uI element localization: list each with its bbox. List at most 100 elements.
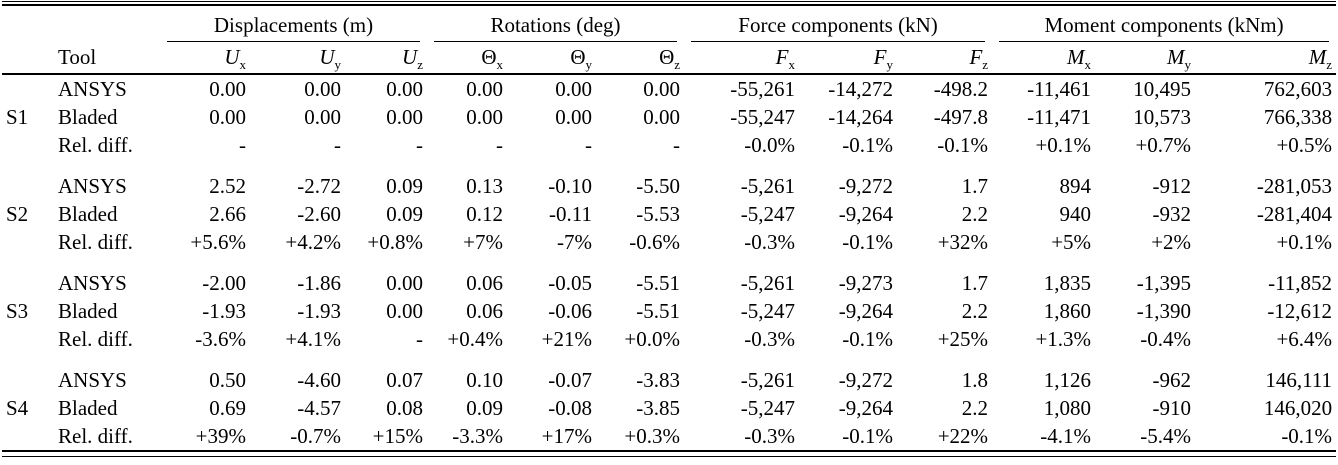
value-cell: -1,395 [1136, 270, 1192, 295]
value-cell: 0.00 [209, 104, 246, 129]
group-header-displacements: Displacements (m) [160, 6, 427, 42]
subscript-x: x [239, 57, 246, 73]
value-cell: -11,852 [1268, 270, 1333, 295]
table-row-s4-2: Rel. diff. +39% -0.7% +15% -3.3% +17% +0.3% -0.… [2, 422, 1336, 450]
tool-cell: ANSYS [58, 76, 127, 101]
value-cell: -0.08 [548, 395, 592, 420]
value-cell: -0.1% [842, 229, 894, 254]
symbol-F: F [873, 45, 887, 69]
value-cell: -0.3% [744, 423, 796, 448]
value-cell: -0.6% [629, 229, 681, 254]
subscript-z: z [1326, 57, 1333, 73]
col-header-fz: Fz [897, 42, 992, 74]
col-header-thetaz: Θz [596, 42, 684, 74]
value-cell: -7% [557, 229, 592, 254]
table-row-s2-2: Rel. diff. +5.6% +4.2% +0.8% +7% -7% -0.6% -0.3… [2, 228, 1336, 256]
value-cell: -0.4% [1140, 326, 1192, 351]
value-cell: 0.06 [466, 298, 503, 323]
value-cell: -14,264 [828, 104, 894, 129]
table-row-s1-2: Rel. diff. - - - - - - -0.0% -0.1% -0.1% +0.1% +0.7… [2, 131, 1336, 159]
tool-cell: Bladed [58, 201, 118, 226]
tool-cell: Rel. diff. [58, 326, 133, 351]
col-header-uz: Uz [345, 42, 427, 74]
value-cell: +7% [463, 229, 503, 254]
value-cell: 0.00 [555, 76, 592, 101]
tool-cell: Rel. diff. [58, 423, 133, 448]
value-cell: - [334, 132, 341, 157]
tool-cell: Rel. diff. [58, 229, 133, 254]
value-cell: 0.09 [466, 395, 503, 420]
value-cell: -0.1% [1281, 423, 1333, 448]
value-cell: +4.2% [285, 229, 341, 254]
value-cell: +32% [937, 229, 989, 254]
value-cell: 766,338 [1263, 104, 1333, 129]
value-cell: -5,261 [740, 270, 796, 295]
symbol-theta: Θ [481, 45, 497, 69]
value-cell: +0.5% [1276, 132, 1333, 157]
tool-cell: ANSYS [58, 367, 127, 392]
group-header-rotations: Rotations (deg) [427, 6, 684, 42]
section-gap-cell [2, 353, 1336, 366]
value-cell: -497.8 [933, 104, 989, 129]
value-cell: -0.7% [290, 423, 341, 448]
tool-cell: ANSYS [58, 173, 127, 198]
group-label-displacements: Displacements (m) [167, 13, 420, 42]
value-cell: 0.50 [209, 367, 246, 392]
value-cell: 1,860 [1043, 298, 1092, 323]
value-cell: -5.51 [636, 270, 681, 295]
value-cell: 1,126 [1043, 367, 1092, 392]
group-header-forces: Force components (kN) [684, 6, 992, 42]
value-cell: 0.12 [466, 201, 503, 226]
value-cell: 10,573 [1133, 104, 1192, 129]
value-cell: 0.00 [643, 76, 681, 101]
value-cell: - [239, 132, 246, 157]
value-cell: -4.60 [297, 367, 341, 392]
symbol-M: M [1067, 45, 1085, 69]
value-cell: -9,272 [838, 367, 894, 392]
value-cell: -5.51 [636, 298, 681, 323]
table-body: S1 ANSYS 0.00 0.00 0.00 0.00 0.00 0.00 -55,261 -1… [2, 74, 1336, 450]
value-cell: 2.2 [961, 298, 989, 323]
value-cell: +5.6% [190, 229, 246, 254]
tool-cell: ANSYS [58, 270, 127, 295]
value-cell: -1,390 [1136, 298, 1192, 323]
section-gap [2, 256, 1336, 269]
value-cell: +22% [937, 423, 989, 448]
value-cell: -5.50 [636, 173, 681, 198]
value-cell: +15% [372, 423, 423, 448]
subscript-z: z [982, 57, 989, 73]
section-gap [2, 159, 1336, 172]
value-cell: 0.00 [555, 104, 592, 129]
value-cell: +2% [1151, 229, 1192, 254]
value-cell: 0.00 [304, 104, 341, 129]
value-cell: +4.1% [285, 326, 341, 351]
subscript-x: x [788, 57, 796, 73]
column-header-row: Tool Ux Uy Uz Θx Θy Θz Fx Fy Fz Mx My Mz [2, 42, 1337, 74]
value-cell: -962 [1152, 367, 1192, 392]
value-cell: -0.3% [744, 326, 796, 351]
table-row-s1-1: Bladed 0.00 0.00 0.00 0.00 0.00 0.00 -55,247 -14… [2, 103, 1336, 131]
value-cell: 0.00 [209, 76, 246, 101]
value-cell: -498.2 [933, 76, 989, 101]
value-cell: 1.7 [961, 173, 989, 198]
value-cell: +0.3% [624, 423, 681, 448]
value-cell: 1.7 [961, 270, 989, 295]
value-cell: -912 [1152, 173, 1192, 198]
value-cell: -5,247 [740, 201, 796, 226]
subscript-y: y [585, 57, 592, 73]
value-cell: -9,273 [838, 270, 894, 295]
subscript-x: x [1084, 57, 1092, 73]
value-cell: 2.66 [209, 201, 246, 226]
table-top-rule [2, 1, 1336, 6]
value-cell: -4.1% [1040, 423, 1092, 448]
value-cell: - [496, 132, 503, 157]
value-cell: -11,471 [1027, 104, 1092, 129]
section-label: S1 [6, 104, 29, 129]
value-cell: - [585, 132, 592, 157]
value-cell: -9,264 [838, 298, 894, 323]
section-gap-cell [2, 256, 1336, 269]
value-cell: -55,261 [730, 76, 796, 101]
value-cell: -3.85 [636, 395, 681, 420]
value-cell: -0.1% [842, 423, 894, 448]
